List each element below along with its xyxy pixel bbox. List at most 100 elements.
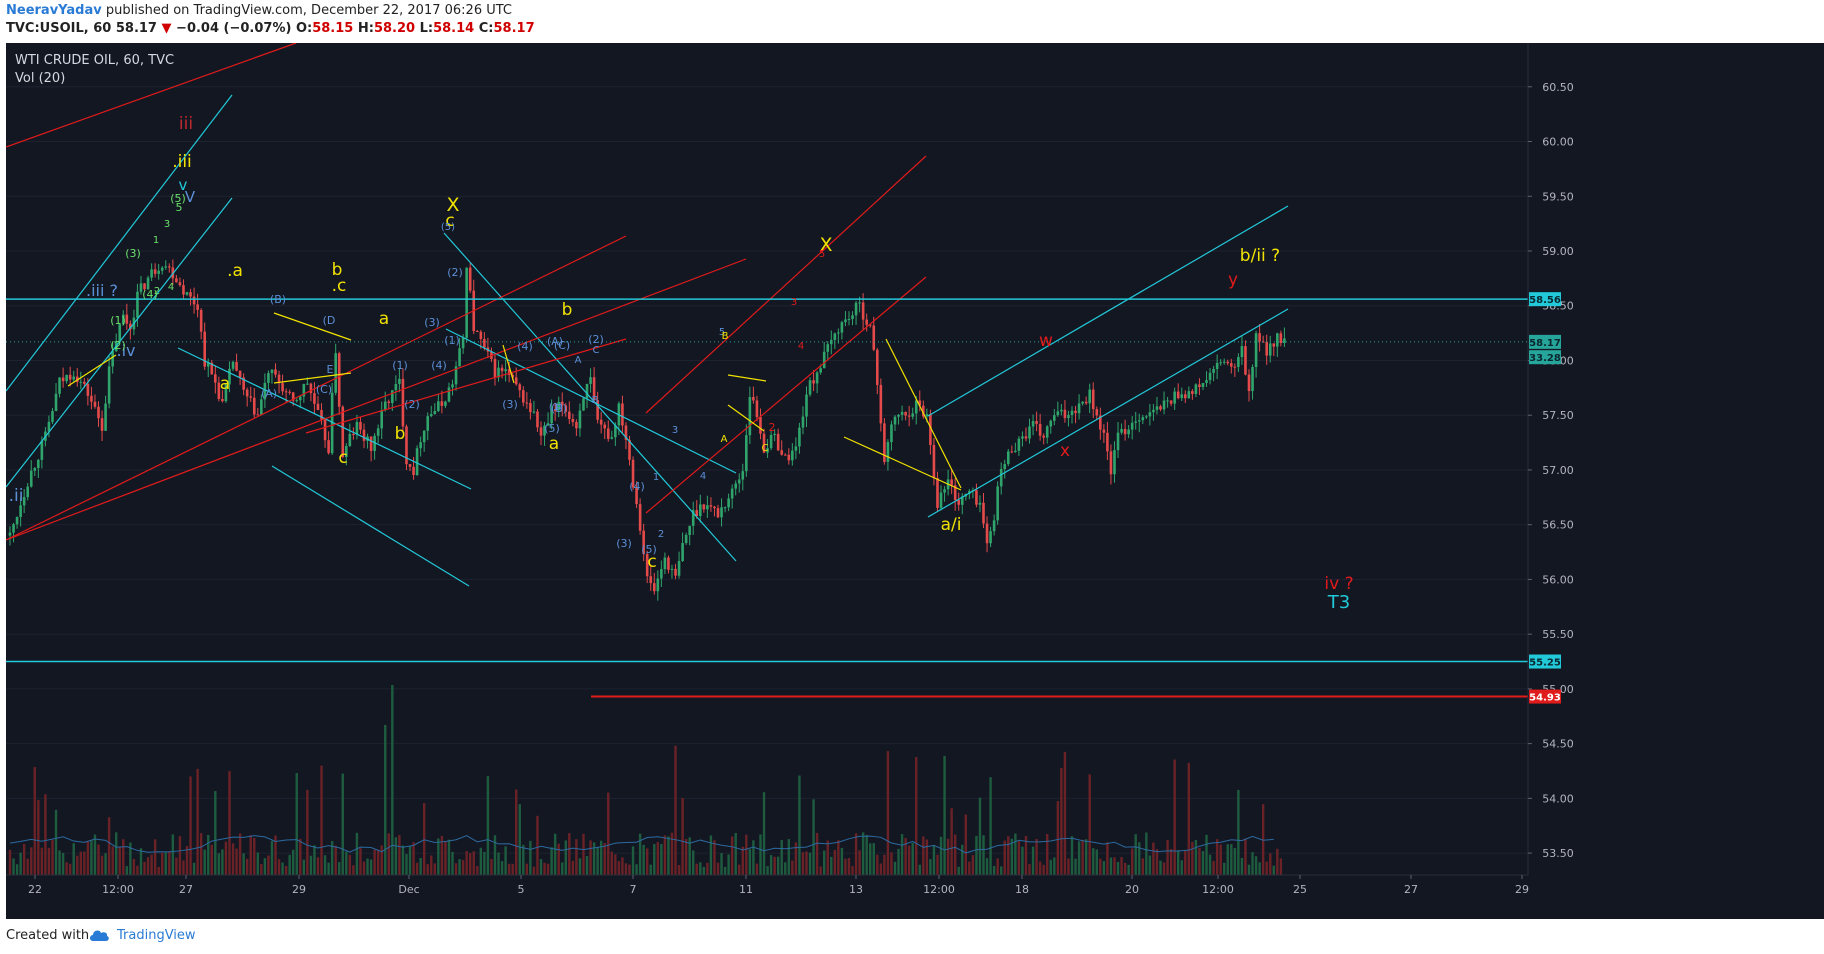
- volume-bar: [1166, 840, 1169, 875]
- volume-bar: [118, 846, 121, 875]
- candle-body: [606, 428, 610, 439]
- candle-body: [274, 369, 277, 375]
- candle-body: [263, 382, 267, 400]
- price-tag-label: 54.93: [1529, 693, 1561, 704]
- price-tick-label: 53.50: [1542, 847, 1574, 860]
- volume-bar: [68, 863, 72, 875]
- candle-body: [1258, 333, 1261, 342]
- volume-bar: [607, 792, 610, 875]
- candle-body: [695, 510, 699, 517]
- volume-bar: [1049, 859, 1052, 875]
- candle-body: [999, 469, 1003, 487]
- volume-bar: [1127, 864, 1130, 875]
- candle-body: [295, 400, 299, 402]
- candle-body: [1081, 401, 1084, 404]
- volume-bar: [33, 767, 36, 875]
- candle-body: [387, 401, 391, 403]
- time-axis-panel: [6, 875, 1824, 919]
- candle-body: [879, 384, 883, 424]
- volume-bar: [798, 775, 801, 875]
- candle-body: [872, 325, 876, 350]
- candle-body: [911, 413, 914, 417]
- volume-bar: [168, 851, 171, 875]
- candle-body: [925, 414, 929, 417]
- price-tick-label: 54.50: [1542, 738, 1574, 751]
- candle-body: [603, 424, 607, 429]
- wave-label: (1): [549, 402, 563, 413]
- volume-bar: [858, 850, 861, 875]
- candle-body: [125, 314, 129, 324]
- volume-bar: [784, 862, 787, 875]
- volume-bar: [893, 861, 897, 875]
- volume-bar: [582, 833, 585, 875]
- volume-bar: [815, 832, 819, 875]
- volume-bar: [483, 851, 486, 875]
- indicator-label[interactable]: Vol (20): [15, 71, 66, 86]
- candle-body: [819, 368, 822, 373]
- volume-bar: [840, 847, 844, 875]
- volume-bar: [734, 832, 737, 875]
- candle-body: [985, 523, 989, 544]
- candle-body: [1049, 420, 1053, 427]
- candle-body: [1074, 410, 1077, 414]
- volume-bar: [292, 849, 295, 875]
- candle-body: [1099, 415, 1102, 430]
- author-link[interactable]: NeeravYadav: [6, 3, 102, 18]
- volume-bar: [472, 851, 475, 875]
- volume-bar: [245, 858, 249, 875]
- candle-body: [808, 380, 812, 395]
- candle-body: [1063, 409, 1067, 419]
- volume-bar: [808, 852, 812, 875]
- candle-body: [1212, 368, 1215, 373]
- volume-bar: [1169, 848, 1173, 875]
- wave-label: T3: [1327, 592, 1350, 613]
- candle-body: [22, 497, 26, 506]
- candle-body: [762, 433, 766, 453]
- volume-bar: [504, 846, 507, 875]
- volume-bar: [1162, 862, 1166, 875]
- candle-body: [136, 291, 139, 318]
- volume-bar: [621, 857, 624, 875]
- candle-body: [61, 377, 65, 382]
- volume-bar: [1215, 839, 1219, 875]
- wave-label: 2: [154, 286, 160, 297]
- price-tick-label: 54.00: [1542, 792, 1574, 805]
- candle-body: [1187, 391, 1191, 399]
- chart-area[interactable]: .ii .iii ? .iv iii .iii v V (5) 5 3 1 (3) (4) 2 4 (1) (2…: [6, 43, 1824, 919]
- candle-body: [783, 454, 787, 456]
- volume-bar: [568, 833, 571, 875]
- candle-body: [939, 492, 943, 508]
- candle-body: [996, 486, 999, 521]
- candle-body: [33, 468, 37, 471]
- candle-body: [37, 459, 40, 469]
- candle-body: [755, 400, 759, 418]
- trend-line: [927, 205, 1289, 417]
- candle-body: [337, 353, 341, 407]
- candle-body: [1208, 372, 1212, 381]
- wave-label: .ii: [9, 486, 24, 506]
- volume-bar: [90, 840, 93, 875]
- candle-body: [727, 498, 730, 508]
- tradingview-link[interactable]: TradingView: [117, 928, 196, 943]
- wave-label: .c: [332, 276, 347, 296]
- candle-body: [992, 520, 996, 532]
- volume-bar: [398, 835, 401, 875]
- candle-body: [260, 399, 263, 415]
- candle-body: [75, 376, 79, 382]
- volume-bar: [299, 838, 302, 875]
- candle-body: [168, 266, 171, 268]
- volume-bar: [79, 851, 82, 875]
- volume-bar: [178, 836, 182, 875]
- volume-bar: [936, 854, 939, 875]
- candle-body: [752, 397, 755, 401]
- candle-body: [631, 459, 635, 488]
- candle-body: [302, 384, 306, 397]
- candle-body: [146, 277, 150, 290]
- volume-bar: [738, 864, 741, 875]
- price-tick-label: 56.00: [1542, 573, 1574, 586]
- volume-bar: [635, 864, 638, 875]
- volume-bar: [925, 839, 929, 875]
- candle-body: [221, 399, 224, 402]
- candle-body: [642, 530, 645, 554]
